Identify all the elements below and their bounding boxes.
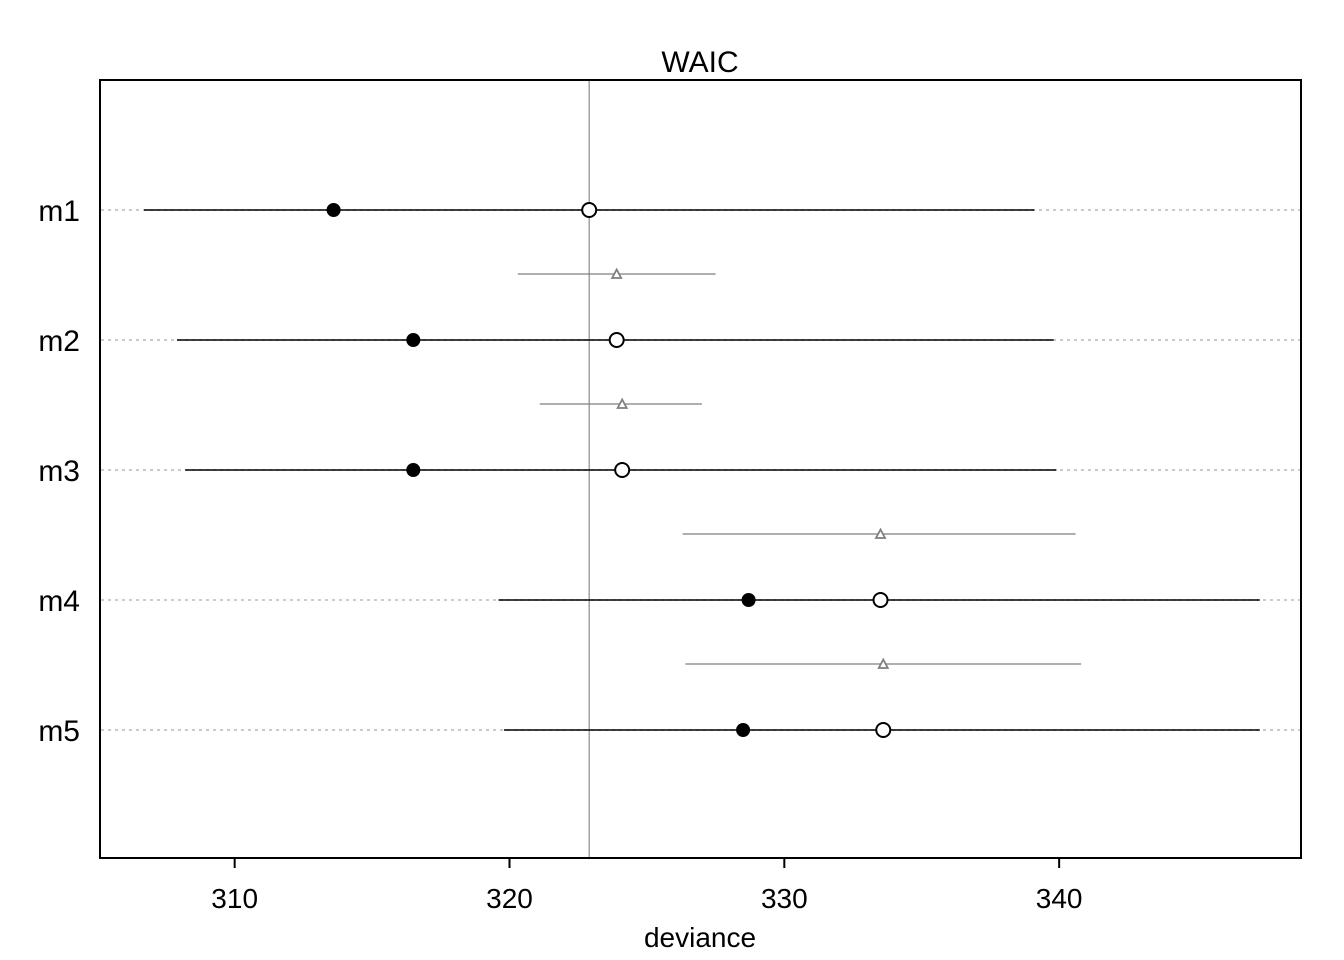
x-tick-label: 320 — [486, 883, 533, 914]
dse-point-m2 — [610, 267, 623, 279]
x-tick-label: 310 — [211, 883, 258, 914]
x-tick-label: 330 — [761, 883, 808, 914]
in-sample-point-m1 — [326, 203, 341, 217]
waic-point-m4 — [872, 592, 889, 608]
x-tick-label: 340 — [1036, 883, 1083, 914]
dse-point-m5 — [877, 657, 890, 669]
x-axis-label: deviance — [644, 922, 756, 953]
in-sample-point-m2 — [406, 333, 421, 347]
model-label: m2 — [38, 325, 80, 358]
dse-point-m4 — [874, 527, 887, 539]
chart-marks: m1 m2 m3 m4 m5 310 320 330 340 — [38, 81, 1300, 914]
waic-point-m2 — [608, 332, 625, 348]
dse-point-m3 — [616, 397, 629, 409]
model-label: m1 — [38, 195, 80, 228]
waic-point-m1 — [581, 202, 598, 218]
waic-point-m5 — [875, 722, 892, 738]
model-label: m3 — [38, 455, 80, 488]
in-sample-point-m4 — [741, 593, 756, 607]
model-label: m4 — [38, 585, 80, 618]
in-sample-point-m5 — [736, 723, 751, 737]
waic-point-m3 — [614, 462, 631, 478]
in-sample-point-m3 — [406, 463, 421, 477]
chart-title: WAIC — [661, 46, 738, 79]
plot-frame — [99, 79, 1302, 859]
model-label: m5 — [38, 715, 80, 748]
